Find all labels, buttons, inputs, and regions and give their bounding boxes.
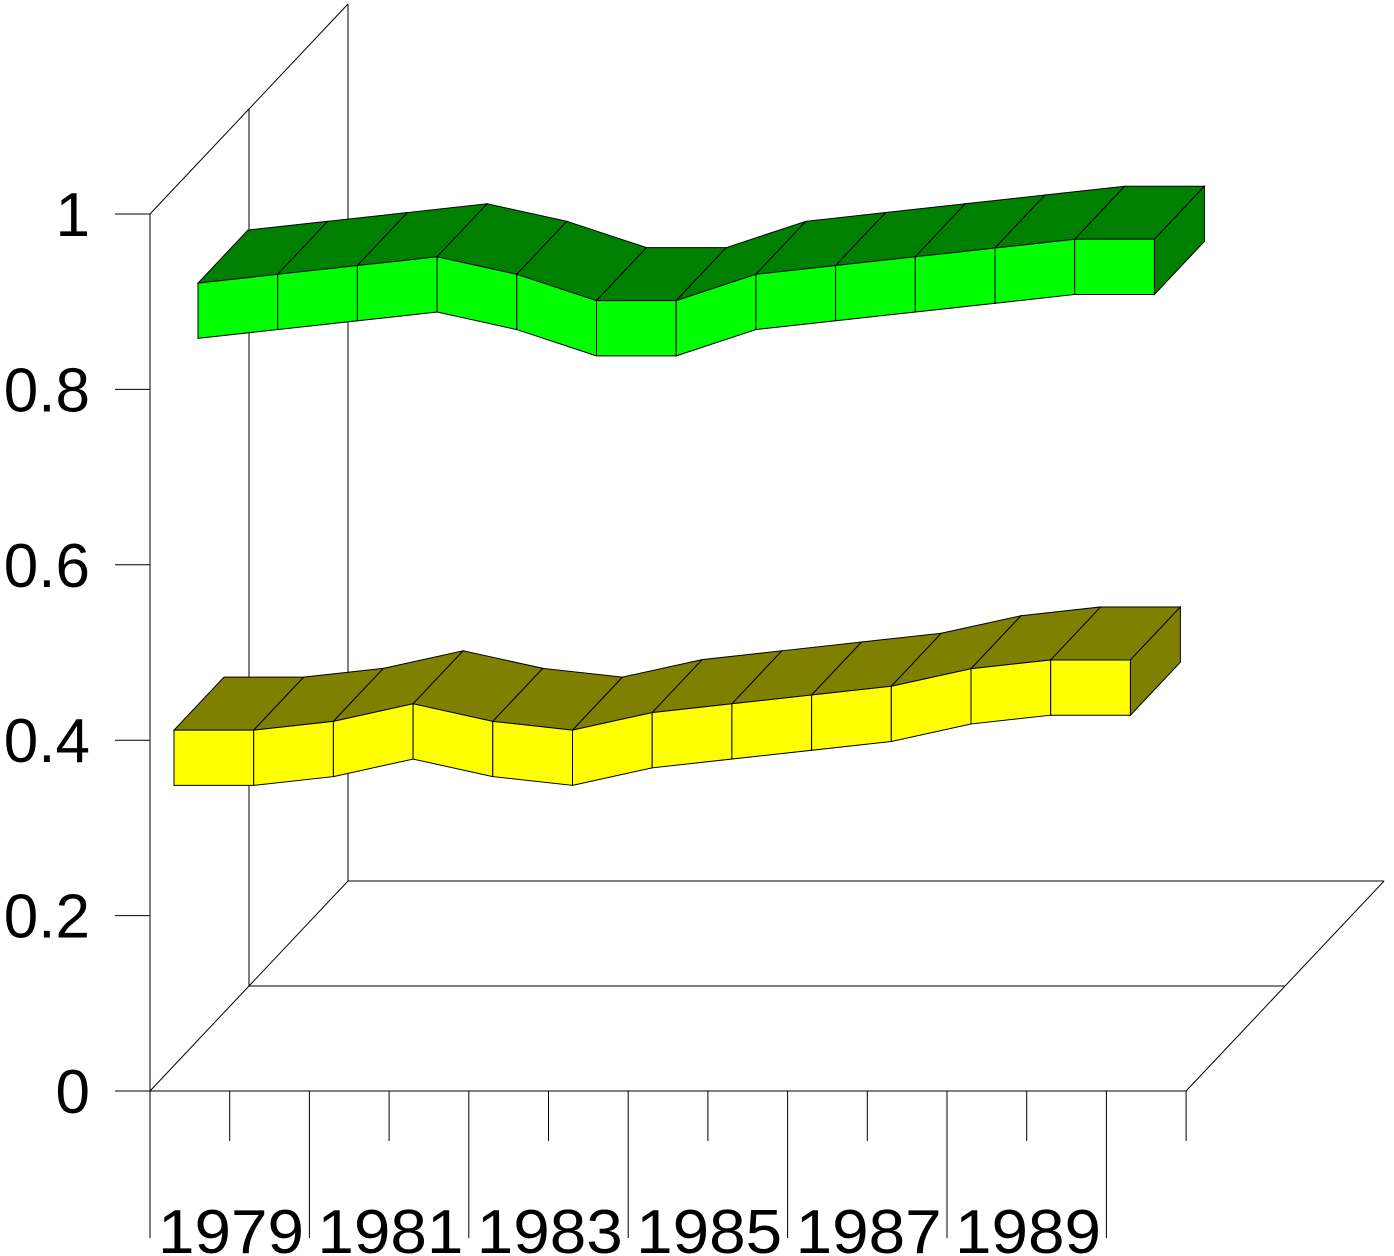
y-tick-label: 0.2 — [4, 883, 90, 952]
data-point — [914, 247, 996, 313]
x-tick-label: 1989 — [955, 1198, 1101, 1256]
y-tick-label: 0 — [56, 1058, 90, 1127]
data-point — [1050, 659, 1131, 716]
y-tick-label: 0.4 — [4, 707, 90, 776]
data-point — [277, 264, 358, 331]
data-point — [970, 659, 1052, 725]
data-point — [253, 720, 334, 786]
y-tick-label: 0.8 — [4, 356, 90, 425]
y-tick-label: 0.6 — [4, 532, 90, 601]
x-tick-label: 1985 — [636, 1198, 782, 1256]
data-point — [755, 264, 837, 331]
floor-right-diagonal — [1185, 880, 1385, 1092]
chart-series — [172, 184, 1206, 786]
series-ribbon — [196, 184, 1206, 357]
data-point — [173, 729, 255, 786]
data-point — [356, 256, 438, 322]
x-tick-label: 1987 — [796, 1198, 942, 1256]
floor-left-diagonal — [149, 880, 349, 1092]
data-point — [835, 256, 916, 322]
x-tick-label: 1981 — [317, 1198, 463, 1256]
chart-walls — [149, 3, 1385, 1092]
data-point — [1074, 238, 1155, 295]
x-tick-label: 1979 — [158, 1198, 304, 1256]
chart-axes: 0 0.2 0.4 0.6 0.8 1 1979 1981 1983 1985 1987 1989 — [4, 181, 1187, 1256]
series-ribbon — [172, 605, 1182, 786]
data-point — [994, 238, 1076, 304]
data-point — [811, 685, 892, 751]
data-point — [596, 300, 677, 357]
x-tick-label: 1983 — [477, 1198, 623, 1256]
data-point — [197, 273, 279, 339]
data-point — [731, 694, 813, 760]
data-point — [492, 720, 573, 786]
y-tick-label: 1 — [56, 181, 90, 250]
data-point — [651, 703, 733, 769]
